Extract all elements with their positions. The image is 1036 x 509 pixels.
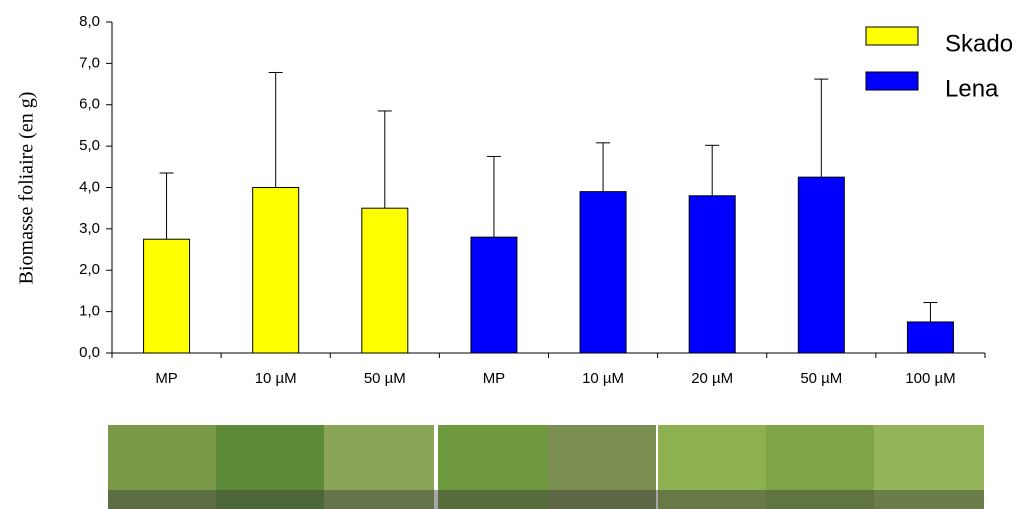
bar [470, 236, 518, 354]
y-tick-label: 4,0 [79, 178, 100, 195]
bar [143, 238, 191, 354]
x-tick-label: MP [483, 370, 506, 387]
legend-label: Skado [945, 30, 1013, 57]
bar [688, 195, 736, 354]
bar [252, 187, 300, 354]
photo [658, 425, 766, 509]
x-tick-label: 50 µM [364, 370, 406, 387]
y-tick-label: 6,0 [79, 96, 100, 113]
photo [324, 425, 434, 509]
legend-swatch [865, 71, 919, 91]
photo-tray [108, 490, 984, 509]
x-tick-label: 50 µM [800, 370, 842, 387]
bar [906, 321, 954, 354]
x-tick-label: 100 µM [905, 370, 955, 387]
y-tick-label: 1,0 [79, 303, 100, 320]
y-tick-label: 5,0 [79, 137, 100, 154]
y-axis-label: Biomasse foliaire (en g) [16, 92, 38, 285]
x-tick-label: MP [155, 370, 178, 387]
photo [216, 425, 324, 509]
x-tick-label: 10 µM [255, 370, 297, 387]
y-tick-label: 7,0 [79, 54, 100, 71]
bar [361, 207, 409, 354]
bar [579, 191, 627, 354]
plant-photos [108, 425, 984, 509]
legend-swatch [865, 26, 919, 46]
photo [438, 425, 548, 509]
photo [874, 425, 984, 509]
y-tick-label: 2,0 [79, 261, 100, 278]
x-tick-label: 10 µM [582, 370, 624, 387]
photo [108, 425, 216, 509]
x-tick-label: 20 µM [691, 370, 733, 387]
photo [766, 425, 874, 509]
y-tick-label: 0,0 [79, 344, 100, 361]
bar [797, 176, 845, 354]
legend-label: Lena [945, 75, 999, 102]
y-tick-label: 8,0 [79, 13, 100, 30]
y-tick-label: 3,0 [79, 220, 100, 237]
photo [548, 425, 656, 509]
